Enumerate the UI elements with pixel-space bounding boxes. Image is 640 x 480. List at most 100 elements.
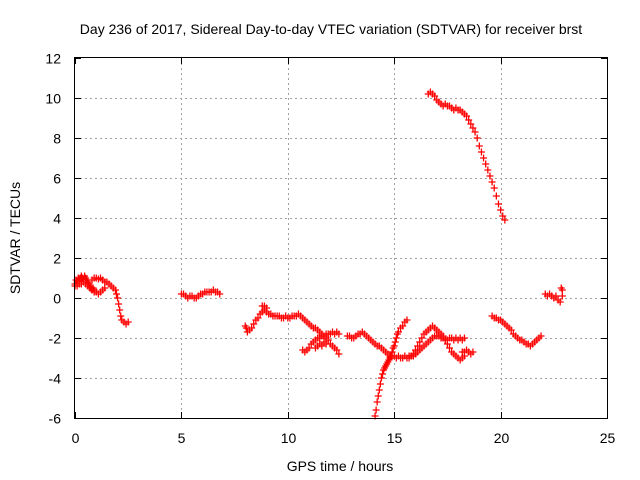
y-tick-label: -4 [49,371,62,387]
data-point [488,178,496,186]
data-point [480,154,488,162]
plot-frame [74,57,608,419]
tick-labels: 0 5 10 15 20 25 -6 -4 -2 0 2 4 6 8 10 12 [45,51,615,447]
data-point [473,134,481,142]
x-tick-label: 20 [494,430,510,446]
series-seg-i [343,328,419,362]
data-point [494,200,502,208]
data-point [101,284,109,292]
data-point [115,300,123,308]
data-point [117,312,125,320]
x-tick-label: 0 [72,430,80,446]
series-seg-e [241,306,343,358]
y-tick-label: -6 [49,411,62,427]
series-seg-l [405,332,468,362]
series-seg-o [488,312,545,350]
series-seg-m [458,346,477,358]
data-point [486,172,494,180]
x-axis-label: GPS time / hours [287,458,394,474]
grid [75,58,607,418]
data-point [552,292,560,300]
data-point [114,294,122,302]
data-points [71,88,566,420]
data-point [124,318,132,326]
data-point [416,338,424,346]
series-seg-g [299,328,343,356]
data-point [254,314,262,322]
data-point [469,124,477,132]
series-seg-n [424,88,509,224]
data-point [263,304,271,312]
data-point [556,298,564,306]
series-seg-j [371,316,411,420]
series-seg-f [258,302,271,312]
data-point [116,306,124,314]
data-point [403,316,411,324]
data-point [375,386,383,394]
data-point [469,348,477,356]
data-point [460,334,468,342]
y-tick-label: 4 [53,211,61,227]
series-seg-h [311,338,330,352]
data-point [250,320,258,328]
data-point [431,92,439,100]
data-point [373,398,381,406]
data-point [248,324,256,332]
y-tick-label: 10 [45,91,61,107]
data-point [492,192,500,200]
data-point [394,328,402,336]
data-point [465,116,473,124]
data-point [372,406,380,414]
y-tick-label: 0 [53,291,61,307]
data-point [391,338,399,346]
data-point [414,342,422,350]
data-point [112,290,120,298]
data-point [378,370,386,378]
series-seg-b [71,278,109,298]
data-point [399,322,407,330]
data-point [497,206,505,214]
data-point [490,184,498,192]
data-point [111,286,119,294]
data-point [335,350,343,358]
series-seg-d [177,286,224,302]
data-point [322,340,330,348]
data-point [471,128,479,136]
data-point [377,374,385,382]
x-tick-label: 25 [600,430,616,446]
data-point [324,336,332,344]
y-tick-label: 6 [53,171,61,187]
y-tick-label: -2 [49,331,62,347]
x-tick-label: 5 [178,430,186,446]
x-tick-label: 15 [387,430,403,446]
data-point [467,120,475,128]
axis-ticks [75,58,608,419]
data-point [387,352,395,360]
data-point [501,216,509,224]
series-seg-p [541,284,566,306]
data-point [335,330,343,338]
data-point [333,346,341,354]
data-point [390,342,398,350]
data-point [376,380,384,388]
series-seg-c [88,274,132,328]
x-tick-label: 10 [281,430,297,446]
data-point [418,334,426,342]
data-point [537,332,545,340]
data-point [484,166,492,174]
data-point [446,344,454,352]
y-tick-label: 2 [53,251,61,267]
data-point [475,142,483,150]
data-point [463,112,471,120]
data-point [558,292,566,300]
y-tick-label: 8 [53,131,61,147]
y-tick-label: 12 [45,51,61,67]
data-point [388,348,396,356]
data-point [507,326,515,334]
y-axis-label: SDTVAR / TECUs [7,182,23,294]
data-point [477,148,485,156]
data-point [216,290,224,298]
data-point [374,392,382,400]
data-point [305,344,313,352]
